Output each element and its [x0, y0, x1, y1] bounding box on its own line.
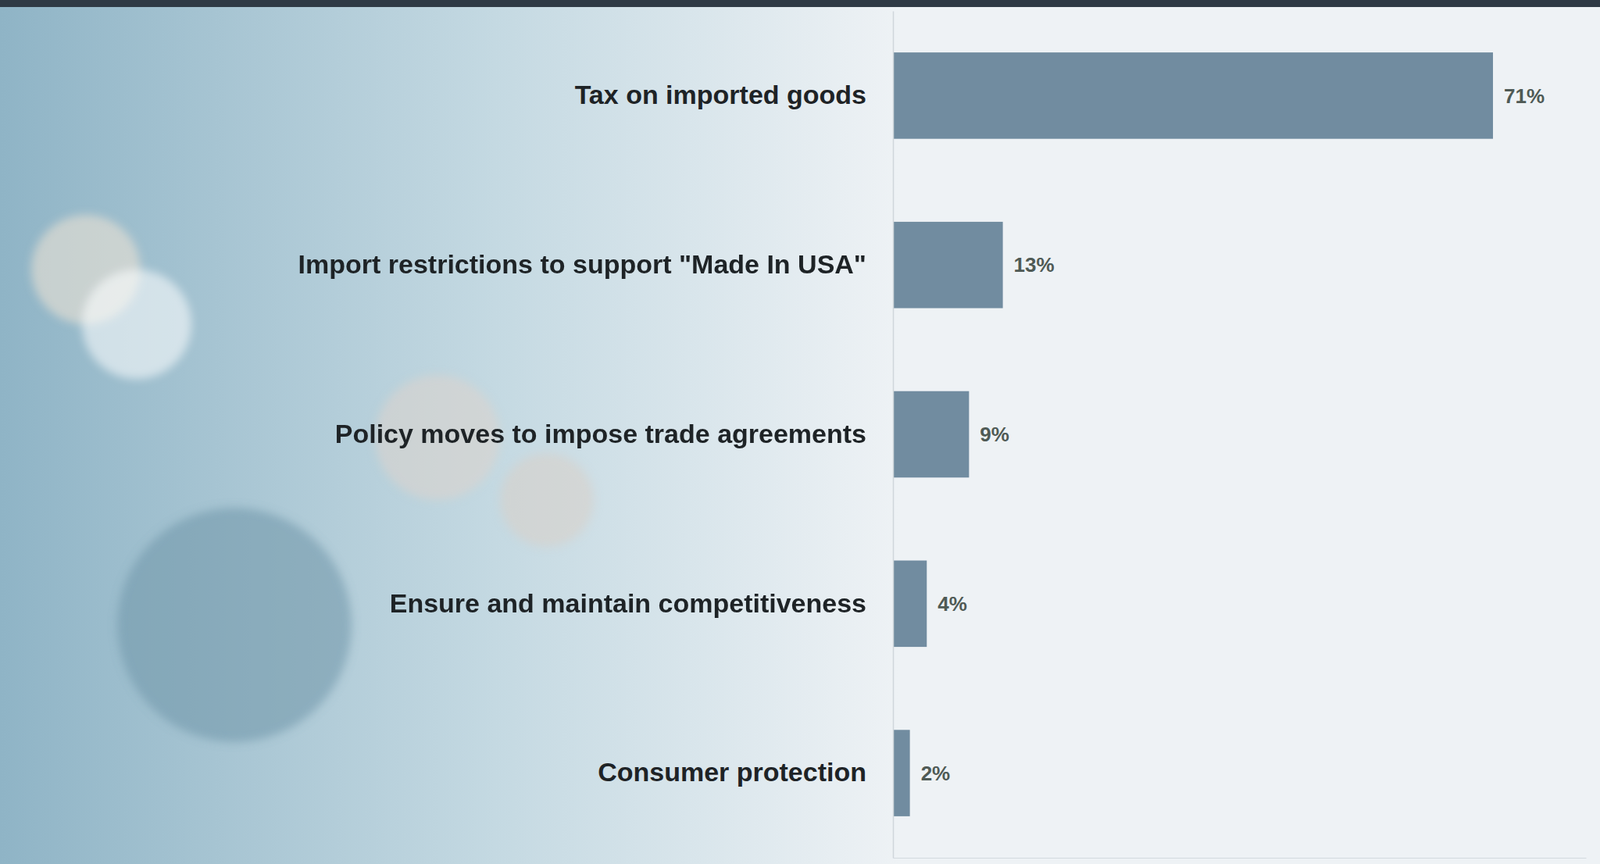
background — [0, 0, 1600, 864]
category-label: Consumer protection — [597, 757, 867, 787]
category-label: Import restrictions to support "Made In … — [298, 249, 867, 279]
y-tick: Tax on imported goods — [575, 79, 893, 110]
bar — [892, 391, 969, 479]
data-label: 2% — [921, 761, 951, 786]
bars — [892, 52, 1493, 817]
data-label: 4% — [937, 592, 968, 616]
data-labels: 71% 13% 9% 4% 2% — [921, 84, 1545, 786]
bokeh — [500, 453, 594, 547]
y-tick: Consumer protection — [597, 757, 893, 787]
background-image — [0, 0, 899, 864]
data-label: 13% — [1014, 253, 1055, 277]
category-label: Tax on imported goods — [575, 79, 867, 110]
y-axis: Tax on imported goods Import restrictions… — [298, 11, 894, 859]
category-label: Ensure and maintain competitiveness — [389, 588, 867, 618]
bokeh — [117, 507, 352, 743]
y-tick: Import restrictions to support "Made In … — [298, 249, 893, 279]
bar — [892, 560, 927, 648]
category-label: Policy moves to impose trade agreements — [335, 418, 867, 449]
y-axis-line — [892, 11, 895, 859]
bokeh — [82, 269, 192, 379]
decoration — [31, 214, 594, 743]
y-tick: Policy moves to impose trade agreements — [335, 418, 893, 449]
y-tick: Ensure and maintain competitiveness — [389, 588, 893, 618]
bar — [892, 729, 911, 817]
bar — [892, 52, 1493, 140]
data-label: 71% — [1503, 84, 1545, 108]
top-band — [0, 0, 1600, 8]
data-label: 9% — [979, 422, 1010, 447]
x-axis — [893, 857, 1587, 859]
chart-root: Tax on imported goods Import restrictions… — [0, 0, 1600, 864]
bar — [892, 221, 1004, 309]
x-axis-line — [893, 857, 1587, 859]
